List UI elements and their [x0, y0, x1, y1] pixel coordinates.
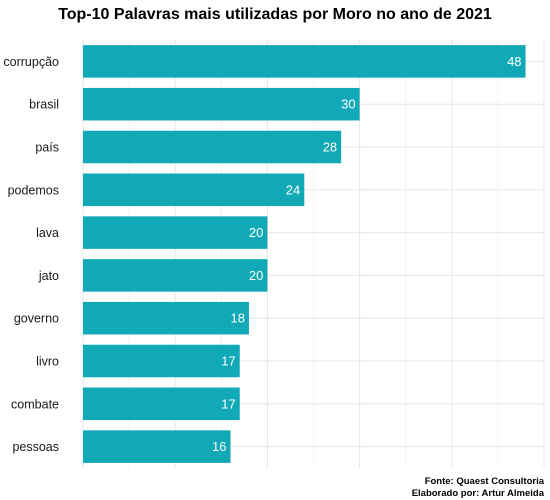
- category-label: jato: [38, 269, 59, 283]
- caption: Fonte: Quaest Consultoria Elaborado por:…: [412, 476, 544, 499]
- bar-7: [83, 344, 240, 378]
- category-label: governo: [14, 312, 59, 326]
- bar-0: [83, 45, 526, 78]
- value-label: 18: [230, 311, 244, 326]
- bar-5: [83, 259, 268, 292]
- bar-9: [83, 430, 231, 463]
- category-label: brasil: [29, 98, 59, 112]
- chart-title: Top-10 Palavras mais utilizadas por Moro…: [58, 6, 492, 23]
- value-label: 30: [341, 97, 355, 112]
- value-label: 20: [249, 268, 263, 283]
- bar-1: [83, 87, 360, 121]
- value-label: 17: [221, 396, 235, 411]
- category-label: corrupção: [3, 55, 59, 69]
- value-label: 28: [323, 140, 337, 155]
- bars: 48 30 28 24 20 20 18 17 17 16: [83, 45, 526, 463]
- bar-4: [83, 216, 268, 249]
- bar-3: [83, 173, 305, 207]
- value-label: 17: [221, 354, 235, 369]
- category-labels: corrupção brasil país podemos lava jato govern…: [3, 55, 59, 454]
- caption-author: Elaborado por: Artur Almeida: [411, 487, 544, 499]
- bar-6: [83, 301, 249, 335]
- category-label: combate: [11, 397, 59, 411]
- value-label: 48: [507, 54, 521, 69]
- category-label: podemos: [8, 183, 59, 197]
- category-label: livro: [36, 355, 59, 369]
- bar-2: [83, 130, 342, 164]
- value-label: 20: [249, 225, 263, 240]
- caption-source: Fonte: Quaest Consultoria: [424, 476, 544, 487]
- category-label: lava: [36, 226, 59, 240]
- category-label: país: [35, 141, 59, 155]
- category-label: pessoas: [12, 440, 59, 454]
- bar-8: [83, 387, 240, 421]
- value-label: 16: [212, 439, 226, 454]
- value-label: 24: [286, 182, 300, 197]
